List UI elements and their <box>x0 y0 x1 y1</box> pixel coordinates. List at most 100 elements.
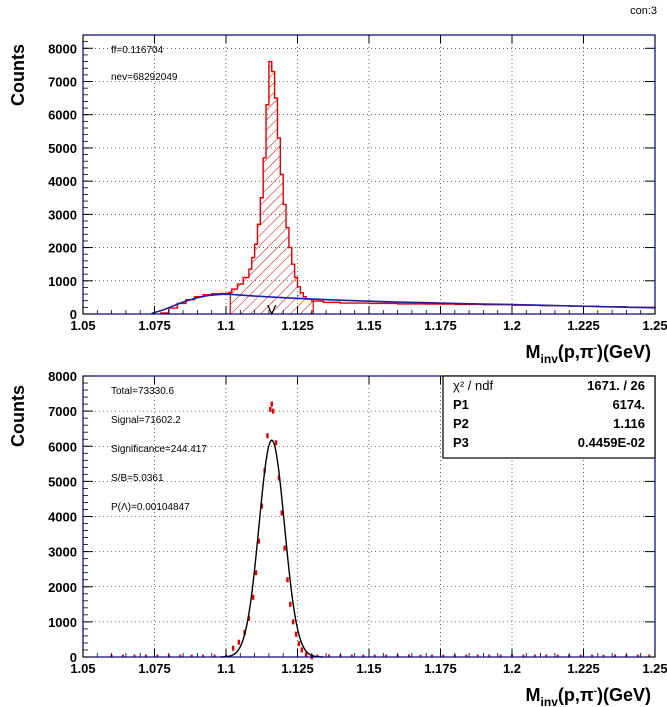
y-tick-label: 1000 <box>48 274 77 289</box>
fit-param-label: P2 <box>453 416 469 431</box>
baseline-point <box>350 654 353 657</box>
baseline-point <box>362 654 365 657</box>
baseline-point <box>327 654 330 657</box>
annotation-text: S/B=5.0361 <box>111 473 164 484</box>
annotation-text: ff=0.116704 <box>111 45 164 56</box>
x-tick-label: 1.1 <box>217 318 235 333</box>
y-tick-label: 2000 <box>48 580 77 595</box>
baseline-point <box>602 654 605 657</box>
data-point <box>254 570 258 576</box>
annotation-text: Significance=244.417 <box>111 444 207 455</box>
baseline-point <box>156 654 159 657</box>
x-tick-label: 1.05 <box>70 661 95 676</box>
baseline-point <box>202 654 205 657</box>
signal-hatched-area <box>230 61 314 315</box>
data-point <box>237 639 241 645</box>
x-axis-label: Minv(p,π-)(GeV) <box>526 685 651 707</box>
data-point <box>283 545 286 551</box>
data-point <box>270 401 273 407</box>
x-tick-label: 1.15 <box>356 318 381 333</box>
baseline-point <box>373 654 376 657</box>
data-point <box>271 408 275 414</box>
y-axis-label: Counts <box>8 44 28 106</box>
y-tick-label: 5000 <box>48 141 77 156</box>
baseline-point <box>476 654 479 657</box>
y-tick-label: 4000 <box>48 510 77 525</box>
fit-param-value: 0.4459E-02 <box>578 435 645 450</box>
baseline-point <box>213 654 216 657</box>
y-tick-label: 0 <box>70 307 77 322</box>
baseline-point <box>144 654 147 657</box>
x-tick-label: 1.125 <box>281 318 314 333</box>
fit-stats-box <box>442 375 656 459</box>
data-point <box>231 645 235 651</box>
panel-bottom: 1.05 1.075 1.1 1.125 1.15 1.175 1.2 1.225 1.25 0 1… <box>8 369 667 707</box>
annotation-text: nev=68292049 <box>111 72 178 83</box>
baseline-point <box>385 654 388 657</box>
x-tick-label: 1.175 <box>424 318 457 333</box>
baseline-point <box>636 654 639 657</box>
panel-top: 1.05 1.075 1.1 1.125 1.15 1.175 1.2 1.225 1.25 0 1… <box>8 34 667 366</box>
fit-param-value: 6174. <box>612 397 645 412</box>
x-tick-label: 1.15 <box>356 661 381 676</box>
x-tick-label: 1.25 <box>642 318 667 333</box>
signal-histogram <box>160 60 656 314</box>
x-tick-label: 1.125 <box>281 661 314 676</box>
data-point <box>300 647 303 653</box>
y-tick-label: 6000 <box>48 108 77 123</box>
x-axis-label: Minv(p,π-)(GeV) <box>526 342 651 366</box>
data-point <box>251 594 255 600</box>
baseline-point <box>648 654 651 657</box>
baseline-point <box>465 654 468 657</box>
data-point <box>266 433 269 439</box>
data-point <box>277 475 281 481</box>
data-point <box>286 577 289 583</box>
y-tick-label: 7000 <box>48 404 77 419</box>
annotation-text: P(Λ)=0.00104847 <box>111 502 190 513</box>
fit-param-label: P3 <box>453 435 469 450</box>
y-tick-label: 8000 <box>48 369 77 384</box>
baseline-point <box>419 654 422 657</box>
y-tick-label: 3000 <box>48 545 77 560</box>
y-tick-label: 8000 <box>48 41 77 56</box>
data-point <box>292 619 295 625</box>
x-tick-label: 1.225 <box>567 661 600 676</box>
x-tick-label: 1.075 <box>138 318 171 333</box>
x-tick-label: 1.2 <box>503 318 521 333</box>
y-axis-label: Counts <box>8 385 28 447</box>
fit-param-value: 1.116 <box>613 416 645 431</box>
y-tick-label: 5000 <box>48 474 77 489</box>
baseline-point <box>533 654 536 657</box>
baseline-point <box>522 654 525 657</box>
x-tick-label: 1.1 <box>217 661 235 676</box>
data-point <box>294 631 298 637</box>
baseline-point <box>122 654 125 657</box>
data-point <box>269 406 272 412</box>
y-tick-label: 2000 <box>48 241 77 256</box>
y-tick-label: 7000 <box>48 75 77 90</box>
baseline-point <box>442 654 445 657</box>
baseline-point <box>179 654 182 657</box>
baseline-point <box>316 654 319 657</box>
data-point <box>260 503 263 509</box>
data-point <box>304 652 308 658</box>
data-point <box>257 538 261 544</box>
x-tick-label: 1.05 <box>70 318 95 333</box>
x-tick-label: 1.075 <box>138 661 171 676</box>
baseline-point <box>408 654 411 657</box>
y-tick-label: 6000 <box>48 439 77 454</box>
x-tick-label: 1.25 <box>642 661 667 676</box>
data-point <box>297 641 301 647</box>
gaussian-fit-curve <box>220 439 324 658</box>
baseline-point <box>579 654 582 657</box>
baseline-point <box>591 654 594 657</box>
x-tick-label: 1.2 <box>503 661 521 676</box>
data-point <box>274 440 278 446</box>
baseline-point <box>545 654 548 657</box>
data-point <box>289 601 292 607</box>
y-tick-label: 1000 <box>48 615 77 630</box>
baseline-point <box>488 654 491 657</box>
baseline-point <box>556 654 559 657</box>
y-tick-label: 3000 <box>48 207 77 222</box>
